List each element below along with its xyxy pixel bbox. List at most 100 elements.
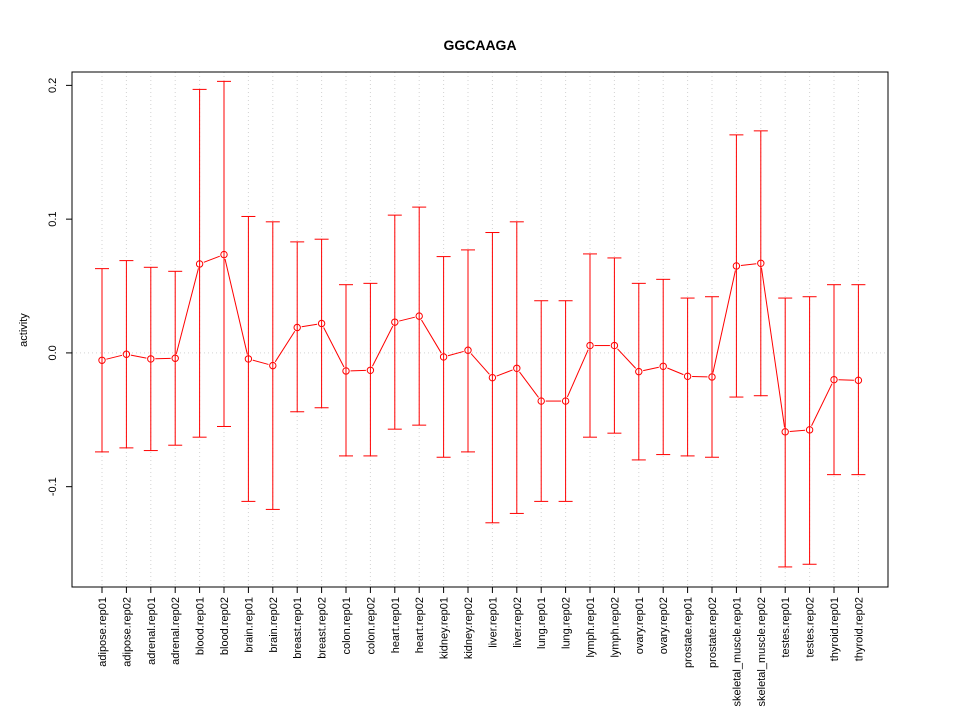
data-point: [147, 355, 155, 363]
data-point: [244, 355, 253, 363]
series-line: [203, 255, 220, 263]
data-point: [586, 341, 594, 350]
x-tick-label: colon.rep02: [365, 597, 377, 655]
data-point: [391, 318, 399, 326]
x-tick-label: lung.rep02: [561, 597, 573, 649]
x-tick-label: adipose.rep02: [121, 597, 133, 667]
data-point: [854, 376, 863, 385]
data-point: [757, 259, 765, 267]
data-point: [708, 373, 716, 381]
x-tick-label: kidney.rep02: [463, 597, 475, 659]
series-line: [789, 429, 806, 432]
data-point: [513, 364, 521, 372]
series-line: [760, 267, 786, 428]
data-point: [732, 262, 741, 270]
x-tick-label: skeletal_muscle.rep02: [756, 597, 768, 706]
series-line: [252, 359, 269, 365]
series-line: [566, 349, 589, 398]
chart-title: GGCAAGA: [443, 37, 516, 53]
series-line: [130, 354, 147, 359]
x-tick-label: ovary.rep01: [634, 597, 646, 654]
data-point: [488, 373, 497, 382]
x-tick-label: testes.rep01: [780, 597, 792, 658]
x-tick-label: adipose.rep01: [97, 597, 109, 667]
grid: [72, 72, 888, 587]
x-axis: adipose.rep01 adipose.rep02 adrenal.rep01 a…: [97, 586, 865, 706]
x-tick-label: skeletal_muscle.rep01: [731, 597, 743, 706]
x-tick-label: breast.rep01: [292, 597, 304, 659]
x-tick-label: lymph.rep01: [585, 597, 597, 658]
series-line: [301, 323, 318, 328]
data-point: [830, 375, 838, 384]
data-point: [317, 319, 326, 328]
data-point: [171, 354, 179, 362]
data-point: [439, 353, 448, 361]
y-axis: -0.1 0.0 0.1 0.2: [47, 78, 73, 496]
data-point: [122, 350, 131, 358]
data-point: [464, 346, 472, 354]
data-point: [415, 312, 423, 320]
series-line: [274, 331, 296, 363]
x-tick-label: blood.rep01: [195, 597, 207, 655]
data-point: [537, 397, 545, 405]
y-axis-label: activity: [18, 313, 30, 347]
series-line: [106, 354, 123, 360]
series-line: [643, 366, 659, 372]
series-line: [470, 353, 490, 375]
series-line: [667, 367, 684, 376]
plot-frame: [71, 71, 889, 588]
x-tick-label: breast.rep02: [317, 597, 329, 659]
x-tick-label: testes.rep02: [805, 597, 817, 658]
x-tick-label: brain.rep01: [243, 597, 255, 653]
data-point: [683, 372, 692, 381]
x-tick-label: prostate.rep02: [707, 597, 719, 668]
data-point: [635, 367, 643, 376]
x-tick-label: prostate.rep01: [683, 597, 695, 668]
data-point: [293, 323, 301, 332]
x-tick-label: brain.rep02: [268, 597, 280, 653]
x-tick-label: heart.rep02: [414, 597, 426, 653]
series-line: [323, 327, 345, 368]
series-line: [617, 348, 637, 369]
series-line: [740, 263, 757, 266]
data-point: [269, 361, 277, 370]
data-point: [195, 260, 204, 268]
series-line: [224, 258, 248, 355]
series: [98, 250, 863, 436]
data-point: [561, 397, 570, 405]
y-tick-label: 0.1: [47, 211, 59, 226]
data-point: [220, 250, 228, 259]
y-tick-label: -0.1: [47, 477, 59, 496]
series-line: [447, 350, 464, 357]
series-line: [519, 371, 539, 398]
error-bars: [95, 80, 866, 568]
data-point: [366, 366, 375, 374]
data-point: [805, 426, 814, 434]
x-tick-label: liver.rep01: [487, 597, 499, 648]
x-tick-label: thyroid.rep02: [853, 597, 865, 661]
data-point: [781, 428, 789, 436]
x-tick-label: heart.rep01: [390, 597, 402, 653]
x-tick-label: kidney.rep01: [439, 597, 451, 659]
series-line: [175, 268, 199, 355]
series-line: [371, 325, 394, 367]
x-tick-label: lung.rep01: [536, 597, 548, 649]
x-tick-label: adrenal.rep01: [146, 597, 158, 665]
x-tick-label: colon.rep01: [341, 597, 353, 655]
series-line: [399, 316, 415, 322]
data-point: [610, 341, 619, 350]
series-line: [712, 270, 736, 373]
series-line: [811, 383, 833, 426]
data-point: [98, 356, 106, 364]
data-point: [659, 362, 667, 370]
x-tick-label: thyroid.rep01: [829, 597, 841, 661]
data-point: [342, 367, 350, 375]
series-line: [496, 369, 513, 377]
y-tick-label: 0.2: [47, 78, 59, 93]
x-tick-label: ovary.rep02: [658, 597, 670, 654]
x-tick-label: liver.rep02: [512, 597, 524, 648]
x-tick-label: blood.rep02: [219, 597, 231, 655]
x-tick-label: adrenal.rep02: [170, 597, 182, 665]
series-line: [421, 319, 442, 354]
